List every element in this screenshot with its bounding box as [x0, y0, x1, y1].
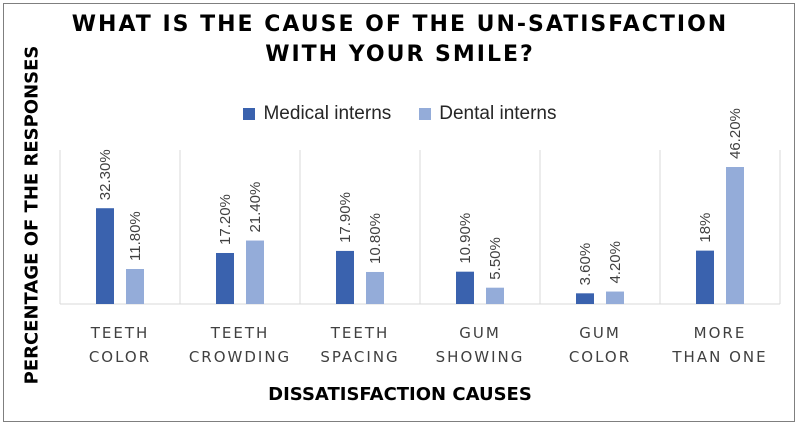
- bar-medical: [696, 250, 714, 304]
- x-tick-label: MORE: [694, 324, 747, 342]
- legend-item-medical: Medical interns: [243, 103, 391, 125]
- legend-swatch-dental: [419, 108, 432, 120]
- data-label: 17.20%: [217, 194, 234, 245]
- data-label: 5.50%: [487, 237, 504, 280]
- x-tick-label: COLOR: [89, 348, 151, 366]
- legend-item-dental: Dental interns: [419, 103, 557, 125]
- data-label: 3.60%: [577, 243, 594, 286]
- bar-dental: [606, 291, 624, 304]
- bar-dental: [126, 269, 144, 304]
- bar-dental: [726, 167, 744, 304]
- x-tick-label: GUM: [579, 324, 621, 342]
- chart-title-line-2: WITH YOUR SMILE?: [265, 42, 535, 67]
- legend-label-dental: Dental interns: [439, 103, 557, 124]
- x-tick-label: CROWDING: [189, 348, 291, 366]
- x-tick-label: COLOR: [569, 348, 631, 366]
- x-tick-label: TEETH: [210, 324, 270, 342]
- data-label: 10.80%: [367, 213, 384, 264]
- chart-frame: [3, 3, 795, 422]
- x-tick-label: SHOWING: [436, 348, 525, 366]
- bar-medical: [96, 208, 114, 304]
- x-tick-label: THAN ONE: [671, 348, 767, 366]
- legend-swatch-medical: [243, 108, 256, 120]
- x-axis-label: DISSATISFACTION CAUSES: [268, 384, 532, 405]
- data-label: 10.90%: [457, 213, 474, 264]
- x-tick-label: GUM: [459, 324, 501, 342]
- data-label: 4.20%: [607, 241, 624, 284]
- bar-medical: [456, 271, 474, 304]
- bar-dental: [366, 271, 384, 304]
- bar-medical: [576, 293, 594, 304]
- x-tick-label: TEETH: [90, 324, 150, 342]
- bar-medical: [336, 250, 354, 304]
- data-label: 21.40%: [247, 182, 264, 233]
- data-label: 46.20%: [727, 108, 744, 159]
- bar-medical: [216, 252, 234, 304]
- data-label: 17.90%: [337, 192, 354, 243]
- bar-dental: [486, 287, 504, 304]
- data-label: 32.30%: [97, 149, 114, 200]
- legend: Medical interns Dental interns: [0, 103, 800, 125]
- data-label: 18%: [697, 213, 714, 243]
- legend-label-medical: Medical interns: [263, 103, 392, 124]
- x-tick-label: SPACING: [320, 348, 399, 366]
- chart-title-line-1: WHAT IS THE CAUSE OF THE UN-SATISFACTION: [71, 12, 729, 37]
- x-tick-label: TEETH: [330, 324, 390, 342]
- data-label: 11.80%: [127, 211, 144, 261]
- bar-dental: [246, 240, 264, 304]
